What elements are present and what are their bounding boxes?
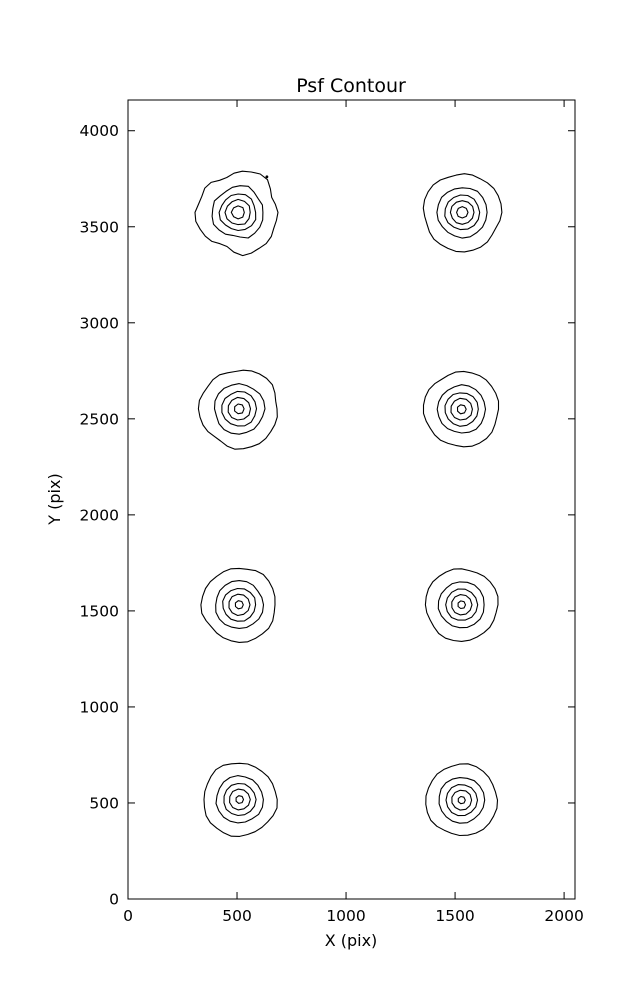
contour-speck bbox=[265, 175, 269, 179]
contour-path bbox=[215, 775, 264, 824]
contour-path bbox=[424, 568, 499, 642]
y-tick-label: 1500 bbox=[80, 602, 119, 620]
contour-path bbox=[436, 187, 488, 239]
contour-path bbox=[228, 593, 251, 617]
contour-path bbox=[445, 588, 479, 621]
contour-path bbox=[197, 369, 278, 450]
y-tick-label: 4000 bbox=[80, 122, 119, 140]
y-tick-label: 0 bbox=[109, 891, 119, 909]
contour-path bbox=[457, 600, 467, 610]
contour-path bbox=[449, 200, 475, 225]
contour-path bbox=[451, 594, 473, 616]
contour-path bbox=[444, 392, 479, 427]
contour-path bbox=[451, 789, 473, 811]
x-axis-label: X (pix) bbox=[325, 931, 378, 950]
x-tick-label: 0 bbox=[123, 907, 133, 925]
contour-path bbox=[235, 795, 245, 804]
contour-path bbox=[456, 404, 467, 415]
axes-frame bbox=[127, 99, 576, 900]
contour-path bbox=[438, 777, 486, 824]
contour-path bbox=[437, 581, 485, 629]
contour-path bbox=[234, 403, 245, 415]
contour-path bbox=[215, 580, 265, 629]
y-tick-label: 3500 bbox=[80, 218, 119, 236]
contour-path bbox=[456, 206, 469, 219]
contour-path bbox=[229, 788, 251, 811]
y-axis-label: Y (pix) bbox=[45, 473, 64, 525]
contour-path bbox=[230, 205, 245, 220]
contour-path bbox=[223, 782, 257, 817]
plot-title: Psf Contour bbox=[296, 75, 406, 97]
contour-path bbox=[224, 198, 251, 226]
x-tick-label: 500 bbox=[222, 907, 252, 925]
y-tick-label: 2000 bbox=[80, 506, 119, 524]
tick-labels: 0 500 1000 1500 2000 0 500 1000 1500 2000 2500 3000… bbox=[80, 122, 584, 925]
x-tick-label: 1500 bbox=[435, 907, 474, 925]
contour-path bbox=[194, 170, 279, 257]
contour-path bbox=[436, 384, 487, 434]
y-tick-label: 500 bbox=[89, 794, 119, 812]
plot-border bbox=[127, 99, 576, 900]
y-tick-label: 1000 bbox=[80, 698, 119, 716]
contour-path bbox=[444, 194, 481, 231]
contour-lines bbox=[194, 170, 503, 837]
contour-path bbox=[218, 193, 257, 232]
y-tick-label: 2500 bbox=[80, 410, 119, 428]
contour-path bbox=[422, 173, 503, 253]
contour-path bbox=[234, 600, 244, 610]
contour-path bbox=[425, 763, 499, 837]
x-tick-label: 1000 bbox=[326, 907, 365, 925]
contour-path bbox=[450, 397, 473, 421]
contour-path bbox=[213, 383, 266, 435]
x-tick-label: 2000 bbox=[544, 907, 583, 925]
axis-ticks bbox=[127, 100, 575, 900]
contour-path bbox=[422, 370, 500, 448]
contour-path bbox=[457, 795, 466, 805]
contour-path bbox=[211, 185, 264, 239]
contour-path bbox=[221, 390, 258, 427]
contour-path bbox=[200, 567, 276, 643]
y-tick-label: 3000 bbox=[80, 314, 119, 332]
contour-path bbox=[222, 587, 257, 622]
contour-path bbox=[227, 396, 252, 421]
contour-path bbox=[203, 762, 278, 837]
contour-path bbox=[445, 784, 479, 817]
